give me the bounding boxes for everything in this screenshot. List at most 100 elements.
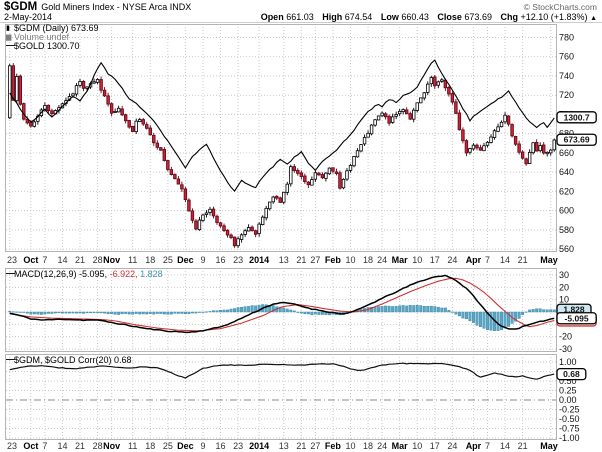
svg-text:24: 24 [377,441,387,451]
open-label: Open [260,12,284,22]
low-value: 660.43 [401,12,429,22]
svg-text:0.00: 0.00 [559,395,577,405]
svg-text:Feb: Feb [325,255,342,265]
svg-text:18: 18 [145,441,155,451]
svg-text:May: May [540,255,558,265]
axis-labels: 7807607407207006806606406206005805603020… [7,32,580,451]
svg-text:14: 14 [500,255,510,265]
volume-legend-label: Volume undef [14,31,70,42]
svg-text:0.25: 0.25 [559,386,577,396]
svg-text:11: 11 [128,255,137,265]
svg-text:11: 11 [128,441,137,451]
svg-text:Nov: Nov [103,255,120,265]
svg-text:2014: 2014 [249,255,269,265]
svg-text:Mar: Mar [392,441,409,451]
svg-text:10: 10 [345,441,355,451]
svg-text:24: 24 [447,441,457,451]
price-legend-label: $GDM (Daily) 673.69 [14,23,99,33]
svg-text:-1.00: -1.00 [559,433,580,443]
macd-legend-name: MACD(12,26,9) [14,269,77,279]
svg-text:673.69: 673.69 [564,135,590,145]
svg-text:25: 25 [163,441,173,451]
svg-text:18: 18 [363,255,373,265]
svg-text:21: 21 [518,255,528,265]
svg-text:Feb: Feb [325,441,342,451]
svg-text:16: 16 [216,255,226,265]
svg-text:Apr: Apr [466,255,482,265]
svg-text:Nov: Nov [103,441,120,451]
svg-text:18: 18 [363,441,373,451]
svg-text:23: 23 [233,255,243,265]
svg-text:-0.25: -0.25 [559,405,580,415]
corr-line [9,362,555,380]
svg-text:10: 10 [345,255,355,265]
svg-text:2014: 2014 [249,441,269,451]
svg-text:10: 10 [412,255,422,265]
svg-text:27: 27 [310,255,320,265]
svg-text:20: 20 [559,282,569,292]
svg-text:7: 7 [42,441,47,451]
close-label: Close [437,12,462,22]
macd-histogram [8,304,556,331]
chg-value: +12.10 (+1.83%) [520,12,588,22]
chart-canvas: 7807607407207006806606406206005805603020… [0,22,602,451]
svg-text:17: 17 [430,255,440,265]
chg-label: Chg [500,12,518,22]
svg-text:580: 580 [559,225,574,235]
svg-text:10: 10 [559,295,569,305]
chart-header: $GDM Gold Miners Index - NYSE Arca INDX ©… [4,1,598,13]
corr-legend-label: $GDM, $GOLD Corr(20) 0.68 [14,355,132,365]
svg-text:-0.50: -0.50 [559,414,580,424]
svg-text:740: 740 [559,71,574,81]
svg-text:30: 30 [559,270,569,280]
svg-text:9: 9 [200,255,205,265]
svg-text:13: 13 [279,255,289,265]
svg-text:560: 560 [559,244,574,254]
svg-text:7: 7 [485,255,490,265]
candles-layer [8,63,556,248]
svg-text:16: 16 [216,441,226,451]
svg-text:24: 24 [377,255,387,265]
svg-text:Apr: Apr [466,441,482,451]
macd-line-icon: — [6,268,15,278]
svg-text:780: 780 [559,32,574,42]
macd-signal-line [9,277,555,332]
svg-text:660: 660 [559,148,574,158]
candlestick-icon: ▮ [6,25,10,32]
gold-legend-label: $GOLD 1300.70 [14,41,80,51]
open-value: 661.03 [286,12,314,22]
macd-hist-value: 1.828 [140,269,163,279]
svg-text:Oct: Oct [23,441,38,451]
svg-text:7: 7 [485,441,490,451]
svg-text:23: 23 [7,255,17,265]
svg-text:14: 14 [57,255,67,265]
gold-line-icon: — [6,40,15,50]
svg-text:21: 21 [75,441,85,451]
svg-text:21: 21 [75,255,85,265]
svg-text:17: 17 [430,441,440,451]
macd-line [9,274,555,334]
svg-text:13: 13 [279,441,289,451]
high-label: High [322,12,343,22]
svg-text:1.828: 1.828 [563,305,585,315]
svg-text:0.68: 0.68 [563,369,580,379]
volume-legend: ▆ Volume undef [6,31,70,43]
svg-text:14: 14 [500,441,510,451]
svg-text:Dec: Dec [177,255,194,265]
svg-text:-30: -30 [559,344,572,354]
svg-text:24: 24 [447,255,457,265]
svg-text:21: 21 [296,255,306,265]
svg-text:14: 14 [57,441,67,451]
svg-text:9: 9 [200,441,205,451]
svg-text:-5.095: -5.095 [565,313,589,323]
gold-legend: —$GOLD 1300.70 [6,41,80,51]
macd-signal-value: -6.922, [109,269,138,279]
chart-title: Gold Miners Index - NYSE Arca INDX [41,2,192,12]
svg-text:640: 640 [559,167,574,177]
quote-bar: Open 661.03 High 674.54 Low 660.43 Close… [261,12,597,22]
chg-up-arrow-icon: ▲ [590,15,597,22]
svg-text:-20: -20 [559,332,572,342]
quote-header: 2-May-2014 Open 661.03 High 674.54 Low 6… [4,12,598,22]
svg-text:10: 10 [412,441,422,451]
volume-bars-icon: ▆ [6,33,12,41]
